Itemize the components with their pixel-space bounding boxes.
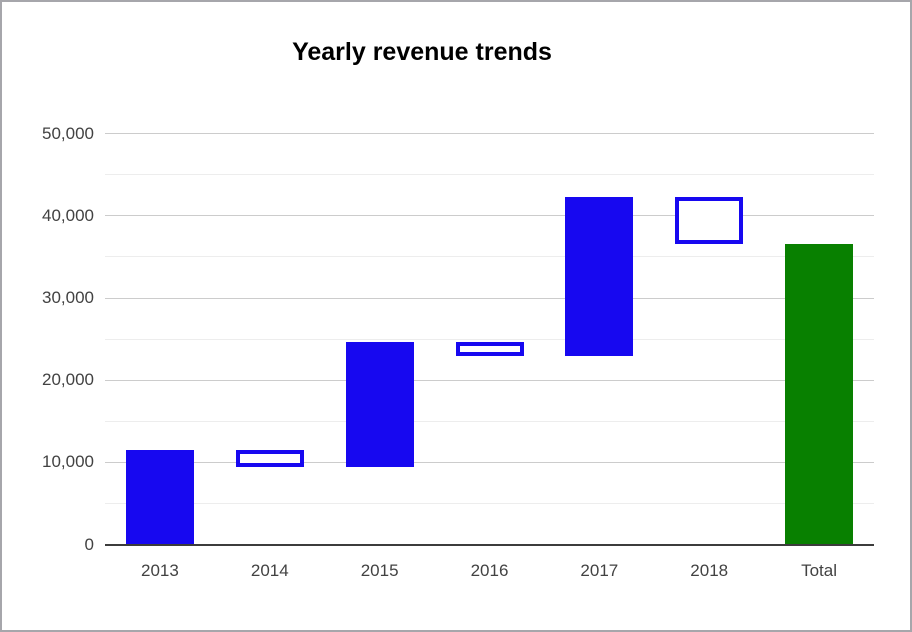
x-axis-line (105, 543, 874, 546)
x-axis-tick-label: 2018 (690, 561, 729, 580)
waterfall-bar-2013[interactable] (125, 450, 194, 545)
x-axis-tick-label: 2016 (470, 561, 509, 580)
waterfall-bar-total[interactable] (785, 243, 854, 545)
x-axis-tick-label: 2013 (141, 561, 179, 580)
y-axis-tick-label: 50,000 (42, 123, 94, 143)
minor-gridline (105, 338, 874, 340)
x-axis-tick-label: Total (801, 561, 838, 580)
x-axis-tick-label: 2015 (360, 561, 399, 580)
y-axis-tick-label: 30,000 (42, 288, 94, 308)
major-gridline (105, 297, 874, 299)
y-axis-tick-label: 40,000 (42, 205, 94, 225)
y-axis-tick-label: 0 (84, 534, 94, 554)
major-gridline (105, 379, 874, 381)
major-gridline (105, 461, 874, 463)
x-axis-tick-label: 2017 (580, 561, 619, 580)
waterfall-bar-2018[interactable] (675, 196, 744, 244)
y-axis-tick-label: 20,000 (42, 370, 94, 390)
major-gridline (105, 215, 874, 217)
waterfall-bar-2016[interactable] (455, 342, 524, 357)
minor-gridline (105, 174, 874, 176)
major-gridline (105, 133, 874, 135)
minor-gridline (105, 256, 874, 258)
chart-title: Yearly revenue trends (292, 38, 552, 66)
minor-gridline (105, 502, 874, 504)
waterfall-bar-2017[interactable] (565, 196, 634, 357)
waterfall-bar-2015[interactable] (345, 342, 414, 468)
waterfall-bar-2014[interactable] (235, 450, 304, 468)
x-axis-tick-label: 2014 (250, 561, 289, 580)
y-axis-tick-label: 10,000 (42, 452, 94, 472)
minor-gridline (105, 420, 874, 422)
